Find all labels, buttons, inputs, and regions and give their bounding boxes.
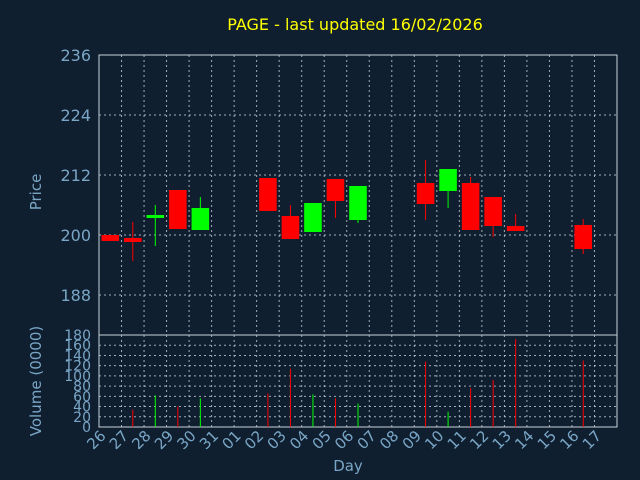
candle-up [146,215,165,218]
price-tick-label: 212 [60,166,91,185]
candle-down [416,183,435,204]
x-axis-label: Day [333,457,363,475]
price-tick-label: 200 [60,226,91,245]
candle-down [506,226,525,231]
price-tick-label: 236 [60,46,91,65]
chart-title: PAGE - last updated 16/02/2026 [227,15,483,34]
price-tick-label: 224 [60,106,91,125]
volume-tick-label: 120 [64,359,91,375]
candle-down [169,190,187,229]
volume-tick-label: 40 [73,400,91,416]
volume-tick-label: 20 [73,410,91,426]
candle-up [191,208,210,230]
candle-down [101,235,120,241]
volume-tick-label: 180 [64,328,91,344]
candle-up [439,169,457,191]
volume-tick-label: 140 [64,348,91,364]
candle-down [281,216,300,239]
volume-tick-label: 60 [73,389,91,405]
volume-axis-label: Volume (0000) [27,326,45,436]
volume-tick-label: 0 [82,420,91,436]
candle-up [304,203,322,232]
volume-tick-label: 100 [64,369,91,385]
candle-down [326,179,345,201]
volume-tick-label: 160 [64,338,91,354]
candle-down [123,238,142,242]
candle-up [349,186,367,220]
candle-down [259,178,277,211]
candle-down [574,225,593,249]
price-tick-label: 188 [60,286,91,305]
volume-tick-label: 80 [73,379,91,395]
x-tick-label: 17 [579,427,605,453]
price-axis-label: Price [27,174,45,211]
candle-down [461,183,480,230]
candle-down [484,197,502,226]
